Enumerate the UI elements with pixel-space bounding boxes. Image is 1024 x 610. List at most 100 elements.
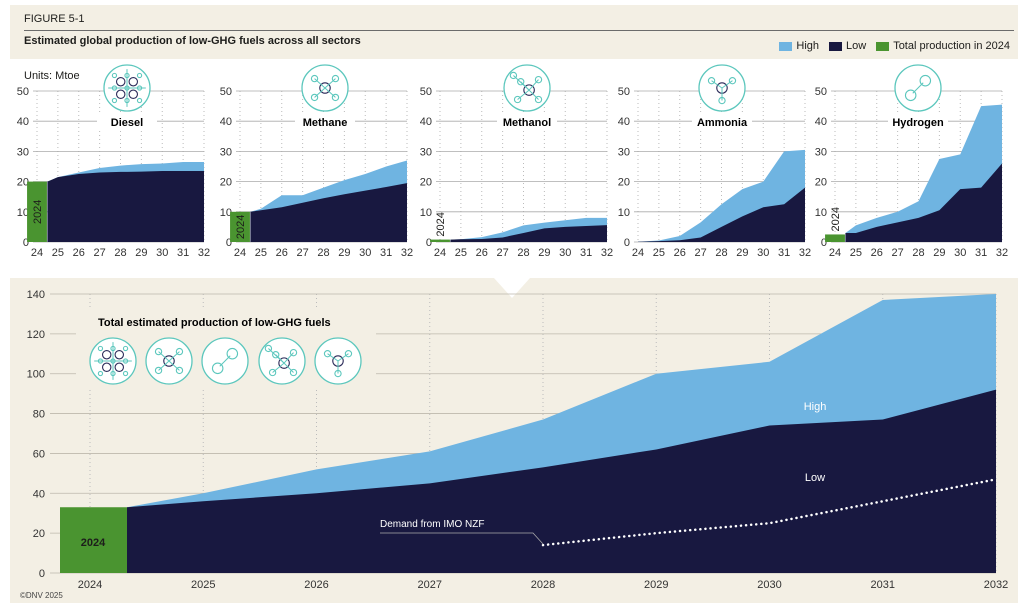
- x-tick-label: 32: [198, 247, 210, 259]
- panel-title: Methane: [303, 117, 348, 129]
- x-tick-label: 32: [996, 247, 1008, 259]
- x-tick-label: 30: [954, 247, 966, 259]
- x-tick-label: 28: [317, 247, 329, 259]
- bar-2024-label: 2024: [830, 207, 842, 231]
- icon-atom: [163, 355, 175, 367]
- y-tick-label: 20: [220, 177, 232, 189]
- panel-title-background: [692, 115, 752, 129]
- hydrogen-molecule-icon: [201, 337, 249, 385]
- icon-atom: [175, 366, 184, 375]
- icon-bond: [158, 351, 170, 362]
- demand-leader-line: [380, 532, 544, 545]
- icon-atom: [331, 93, 340, 102]
- x-tick-label: 2026: [304, 579, 328, 591]
- y-tick-label: 0: [39, 568, 45, 580]
- panel-title-background: [97, 115, 157, 129]
- icon-atom: [707, 76, 716, 85]
- x-tick-label: 29: [135, 247, 147, 259]
- icon-bond: [528, 79, 539, 91]
- copyright: ©DNV 2025: [20, 591, 63, 600]
- x-tick-label: 31: [177, 247, 189, 259]
- x-tick-label: 32: [601, 247, 613, 259]
- icon-atom: [115, 76, 126, 87]
- icon-atom: [114, 349, 125, 360]
- x-tick-label: 30: [757, 247, 769, 259]
- legend-label-total-2024: Total production in 2024: [893, 40, 1010, 52]
- icon-atom: [136, 97, 143, 104]
- y-tick-label: 40: [33, 488, 45, 500]
- y-tick-label: 20: [33, 528, 45, 540]
- icon-bond: [272, 362, 285, 373]
- icon-atom: [718, 96, 726, 105]
- high-label: High: [804, 401, 827, 413]
- x-tick-label: 30: [559, 247, 571, 259]
- legend-label-low: Low: [846, 40, 867, 52]
- demand-label: Demand from IMO NZF: [380, 519, 484, 530]
- bar-2024-label: 2024: [32, 200, 44, 224]
- y-tick-label: 40: [815, 116, 827, 128]
- y-tick-label: 30: [17, 146, 29, 158]
- x-tick-label: 30: [359, 247, 371, 259]
- legend-swatch-low: [829, 41, 842, 51]
- x-tick-label: 29: [338, 247, 350, 259]
- icon-atom: [97, 370, 104, 377]
- methane-molecule-icon: [145, 337, 193, 385]
- icon-atom: [264, 344, 273, 353]
- x-tick-label: 25: [255, 247, 267, 259]
- icon-atom: [154, 366, 163, 375]
- icon-atom: [323, 349, 332, 358]
- x-tick-label: 28: [912, 247, 924, 259]
- icon-atom: [97, 345, 104, 352]
- panel-title: Hydrogen: [892, 117, 944, 129]
- bar-2024: [825, 234, 845, 242]
- x-tick-label: 28: [517, 247, 529, 259]
- x-tick-label: 2031: [871, 579, 895, 591]
- icon-atom: [226, 347, 239, 360]
- y-tick-label: 0: [426, 237, 432, 249]
- ammonia-molecule-icon: [698, 64, 746, 112]
- demand-line: [541, 478, 998, 547]
- panel-ammonia: 24 25 26 27 28 29 30 31 32 0 10 20 30 40 50 Ammonia: [618, 86, 811, 259]
- bar-2024: [27, 181, 47, 242]
- bar-2024: [430, 239, 450, 242]
- x-tick-label: 25: [653, 247, 665, 259]
- icon-atom: [175, 347, 184, 356]
- panel-title: Diesel: [111, 117, 143, 129]
- x-tick-label: 2025: [191, 579, 215, 591]
- header-band: [10, 5, 1018, 59]
- x-tick-label: 26: [476, 247, 488, 259]
- icon-atom: [534, 95, 543, 104]
- x-tick-label: 31: [778, 247, 790, 259]
- low-area: [47, 171, 204, 242]
- icon-atom: [128, 76, 139, 87]
- y-tick-label: 30: [618, 146, 630, 158]
- icon-bond: [314, 87, 326, 98]
- y-tick-label: 10: [220, 207, 232, 219]
- hydrogen-molecule-icon: [894, 64, 942, 112]
- icon-atom: [128, 89, 139, 100]
- x-tick-label: 2032: [984, 579, 1008, 591]
- icon-atom: [111, 97, 118, 104]
- y-tick-label: 20: [420, 177, 432, 189]
- y-tick-label: 40: [220, 116, 232, 128]
- x-tick-label: 2029: [644, 579, 668, 591]
- x-tick-label: 25: [455, 247, 467, 259]
- icon-atom: [310, 74, 319, 83]
- icon-atom: [509, 71, 518, 80]
- low-label: Low: [805, 472, 825, 484]
- x-tick-label: 29: [933, 247, 945, 259]
- x-tick-label: 25: [52, 247, 64, 259]
- icon-atom: [289, 368, 298, 377]
- y-tick-label: 20: [618, 177, 630, 189]
- x-tick-label: 29: [538, 247, 550, 259]
- y-tick-label: 30: [220, 146, 232, 158]
- icon-atom: [272, 351, 280, 359]
- icon-bond: [168, 351, 180, 362]
- y-tick-label: 40: [618, 116, 630, 128]
- units-label: Units: Mtoe: [24, 70, 80, 82]
- icon-atom: [268, 368, 277, 377]
- icon-atom: [728, 76, 737, 85]
- y-tick-label: 100: [27, 369, 45, 381]
- methane-molecule-icon: [301, 64, 349, 112]
